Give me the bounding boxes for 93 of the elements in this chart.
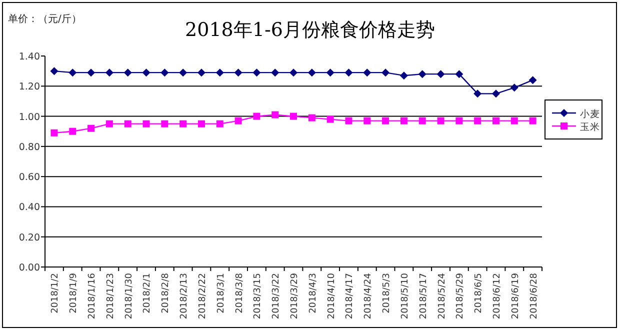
point xyxy=(363,68,372,77)
point xyxy=(344,68,353,77)
x-tick-label: 2018/4/24 xyxy=(364,272,374,320)
point xyxy=(179,68,188,77)
y-tick-label: 0.20 xyxy=(18,232,40,244)
point xyxy=(216,68,224,77)
x-tick-label: 2018/2/8 xyxy=(161,272,172,314)
legend-label: 玉米 xyxy=(580,121,600,133)
point xyxy=(180,120,187,128)
point xyxy=(88,124,95,132)
x-tick-label: 2018/6/12 xyxy=(492,273,502,320)
point xyxy=(528,76,537,84)
x-tick-label: 2018/3/22 xyxy=(272,273,282,320)
point xyxy=(290,112,297,120)
x-tick-label: 2018/3/8 xyxy=(234,272,245,314)
point xyxy=(253,112,260,120)
x-tick-label: 2018/6/5 xyxy=(474,273,484,314)
y-tick-label: 1.40 xyxy=(18,52,40,62)
point xyxy=(142,68,150,77)
x-tick-label: 2018/4/17 xyxy=(345,273,356,320)
point xyxy=(418,70,426,78)
point xyxy=(105,68,114,77)
y-tick-label: 1.20 xyxy=(18,82,40,93)
point xyxy=(400,117,408,124)
point xyxy=(216,120,224,128)
x-tick-label: 2018/6/19 xyxy=(510,272,521,320)
y-tick-label: 0.40 xyxy=(18,202,40,214)
x-tick-label: 2018/3/29 xyxy=(290,272,300,320)
point xyxy=(400,72,408,80)
x-tick-label: 2018/5/10 xyxy=(400,272,410,320)
x-tick-label: 2018/1/2 xyxy=(50,273,61,314)
x-tick-label: 2018/5/3 xyxy=(382,273,392,314)
x-tick-label: 2018/2/22 xyxy=(198,273,208,320)
point xyxy=(364,117,371,124)
y-tick-label: 0.00 xyxy=(18,262,40,274)
x-tick-label: 2018/1/30 xyxy=(124,272,134,320)
point xyxy=(106,120,113,128)
point xyxy=(234,68,242,77)
point xyxy=(510,117,518,124)
point xyxy=(308,114,316,122)
point xyxy=(492,90,500,98)
x-tick-label: 2018/2/13 xyxy=(180,273,190,320)
x-tick-label: 2018/1/16 xyxy=(88,272,98,320)
x-tick-label: 2018/4/10 xyxy=(326,272,337,320)
point xyxy=(87,68,96,77)
x-tick-label: 2018/3/15 xyxy=(253,273,264,320)
point xyxy=(50,67,58,76)
point xyxy=(69,128,76,135)
point xyxy=(68,68,77,77)
x-tick-label: 2018/5/29 xyxy=(456,272,466,320)
point xyxy=(124,68,132,77)
point xyxy=(234,117,242,124)
point xyxy=(492,117,500,124)
point xyxy=(382,68,390,77)
point xyxy=(382,117,390,124)
y-tick-label: 0.60 xyxy=(18,172,40,184)
point xyxy=(142,120,150,128)
y-tick-label: 1.00 xyxy=(18,112,40,123)
point xyxy=(474,117,482,124)
point xyxy=(50,129,58,136)
x-tick-label: 2018/5/24 xyxy=(437,272,448,320)
point xyxy=(326,68,334,77)
point xyxy=(345,117,352,124)
point xyxy=(272,111,279,118)
point xyxy=(437,117,444,124)
point xyxy=(197,68,206,77)
x-tick-label: 2018/2/1 xyxy=(142,273,153,314)
point xyxy=(436,70,445,78)
point xyxy=(455,70,464,78)
x-tick-label: 2018/4/3 xyxy=(308,273,318,314)
x-tick-label: 2018/1/23 xyxy=(106,273,116,320)
y-tick-label: 0.80 xyxy=(18,142,40,153)
point xyxy=(290,68,298,77)
chart-title: 2018年1-6月份粮食价格走势 xyxy=(185,19,435,41)
point xyxy=(161,120,168,128)
point xyxy=(326,116,334,123)
x-tick-label: 2018/3/1 xyxy=(216,273,226,314)
legend-label: 小麦 xyxy=(580,108,600,120)
y-axis-title: 单价：（元/斤） xyxy=(8,13,82,25)
x-tick-label: 2018/6/28 xyxy=(529,272,540,320)
x-tick-label: 2018/1/9 xyxy=(69,272,80,314)
point xyxy=(529,117,536,124)
point xyxy=(474,90,482,98)
point xyxy=(124,120,132,128)
point xyxy=(456,117,463,124)
point xyxy=(252,68,261,77)
point xyxy=(510,84,518,92)
point xyxy=(271,68,280,77)
point xyxy=(198,120,205,128)
point xyxy=(418,117,426,124)
point xyxy=(160,68,169,77)
x-tick-label: 2018/5/17 xyxy=(418,273,429,320)
point xyxy=(308,68,316,77)
